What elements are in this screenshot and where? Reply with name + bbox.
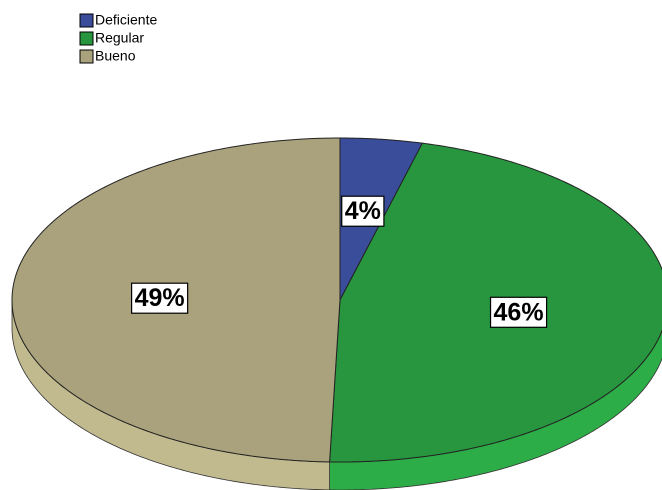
value-label: 49% [135,284,185,312]
value-label-box [489,296,548,328]
legend-label: Deficiente [95,12,157,28]
legend-label: Bueno [95,48,136,64]
value-label-box [130,282,189,314]
legend-swatch [79,49,94,64]
slice [11,137,341,490]
value-label: 46% [494,298,544,326]
value-label-box [341,195,385,227]
legend-swatch [79,31,94,46]
value-label: 4% [345,197,381,225]
legend-swatch [79,13,94,28]
legend-label: Regular [95,30,144,46]
